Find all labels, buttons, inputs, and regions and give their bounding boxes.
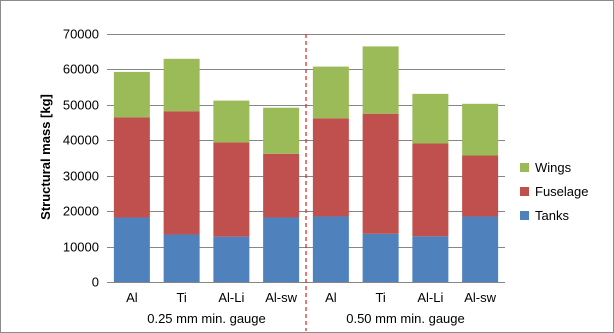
group-label: 0.25 mm min. gauge <box>147 311 266 326</box>
legend-swatch-fuselage <box>520 187 529 196</box>
y-tick-label: 40000 <box>63 133 99 148</box>
bar-fuselage <box>163 111 200 235</box>
x-tick-label: Al <box>325 290 337 305</box>
y-tick-label: 60000 <box>63 62 99 77</box>
y-tick-label: 10000 <box>63 240 99 255</box>
bar-fuselage <box>263 153 300 218</box>
bar-tanks <box>312 216 349 282</box>
y-tick-label: 20000 <box>63 204 99 219</box>
y-tick-label: 50000 <box>63 98 99 113</box>
y-tick-label: 70000 <box>63 27 99 42</box>
y-axis-ticks: 0 10000 20000 30000 40000 50000 60000 70000 <box>63 27 99 290</box>
bar-wings <box>263 107 300 154</box>
bar-fuselage <box>362 113 399 234</box>
bar-fuselage <box>312 118 349 217</box>
bar-tanks <box>412 236 449 282</box>
x-tick-label: Al-Li <box>218 290 244 305</box>
bar-wings <box>462 103 499 156</box>
bar-tanks <box>263 217 300 282</box>
bar-fuselage <box>462 155 499 217</box>
x-tick-label: Al-Li <box>417 290 443 305</box>
legend: Wings Fuselage Tanks <box>520 160 588 223</box>
group-label: 0.50 mm min. gauge <box>346 311 465 326</box>
bars <box>113 46 499 282</box>
x-tick-label: Ti <box>375 290 385 305</box>
x-tick-label: Al <box>126 290 138 305</box>
legend-label-fuselage: Fuselage <box>535 184 588 199</box>
bar-wings <box>412 93 449 144</box>
x-tick-label: Al-sw <box>464 290 496 305</box>
x-tick-label: Ti <box>176 290 186 305</box>
bar-tanks <box>462 216 499 282</box>
y-tick-label: 0 <box>92 275 99 290</box>
legend-label-wings: Wings <box>535 160 572 175</box>
legend-swatch-wings <box>520 163 529 172</box>
bar-wings <box>163 58 200 112</box>
bar-wings <box>362 46 399 114</box>
bar-wings <box>312 66 349 119</box>
legend-swatch-tanks <box>520 211 529 220</box>
bar-wings <box>213 100 250 143</box>
x-axis-ticks: Al Ti Al-Li Al-sw Al Ti Al-Li Al-sw 0.25 mm min.… <box>126 290 497 326</box>
bar-wings <box>113 71 150 118</box>
y-tick-label: 30000 <box>63 169 99 184</box>
bar-tanks <box>213 236 250 282</box>
bar-tanks <box>163 234 200 282</box>
bar-fuselage <box>213 142 250 237</box>
bar-tanks <box>113 217 150 282</box>
bar-fuselage <box>113 117 150 218</box>
bar-tanks <box>362 233 399 282</box>
y-axis-label: Structural mass [kg] <box>38 94 53 220</box>
bar-fuselage <box>412 143 449 237</box>
x-tick-label: Al-sw <box>265 290 297 305</box>
legend-label-tanks: Tanks <box>535 208 569 223</box>
